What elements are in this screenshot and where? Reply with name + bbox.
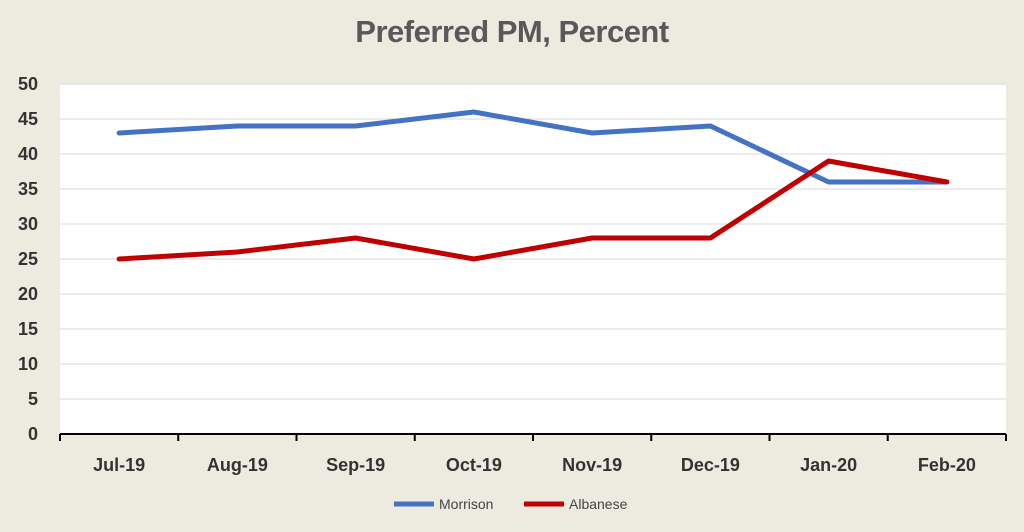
y-tick-label: 45	[18, 109, 38, 129]
y-tick-label: 0	[28, 424, 38, 444]
y-tick-label: 5	[28, 389, 38, 409]
x-tick-label: Jan-20	[800, 455, 857, 475]
y-tick-label: 50	[18, 74, 38, 94]
legend-label-albanese: Albanese	[569, 496, 628, 512]
x-tick-label: Nov-19	[562, 455, 622, 475]
legend: Morrison Albanese	[394, 496, 628, 512]
x-tick-label: Sep-19	[326, 455, 385, 475]
x-tick-label: Jul-19	[93, 455, 145, 475]
series-line-albanese	[116, 158, 950, 262]
y-tick-label: 25	[18, 249, 38, 269]
y-tick-label: 40	[18, 144, 38, 164]
y-tick-label: 35	[18, 179, 38, 199]
series-lines	[116, 109, 950, 262]
x-tick-label: Oct-19	[446, 455, 502, 475]
x-tick-label: Aug-19	[207, 455, 268, 475]
axes: 0 5 10 15 20 25 30 35 40 45 50 Jul-19 Aug-19 Sep-19 Oc…	[18, 74, 1007, 475]
y-tick-label: 15	[18, 319, 38, 339]
y-tick-label: 10	[18, 354, 38, 374]
y-tick-label: 30	[18, 214, 38, 234]
y-tick-label: 20	[18, 284, 38, 304]
grid-lines	[60, 83, 1006, 400]
chart-title: Preferred PM, Percent	[355, 14, 669, 49]
x-tick-label: Dec-19	[681, 455, 740, 475]
legend-label-morrison: Morrison	[439, 496, 493, 512]
x-tick-label: Feb-20	[918, 455, 976, 475]
